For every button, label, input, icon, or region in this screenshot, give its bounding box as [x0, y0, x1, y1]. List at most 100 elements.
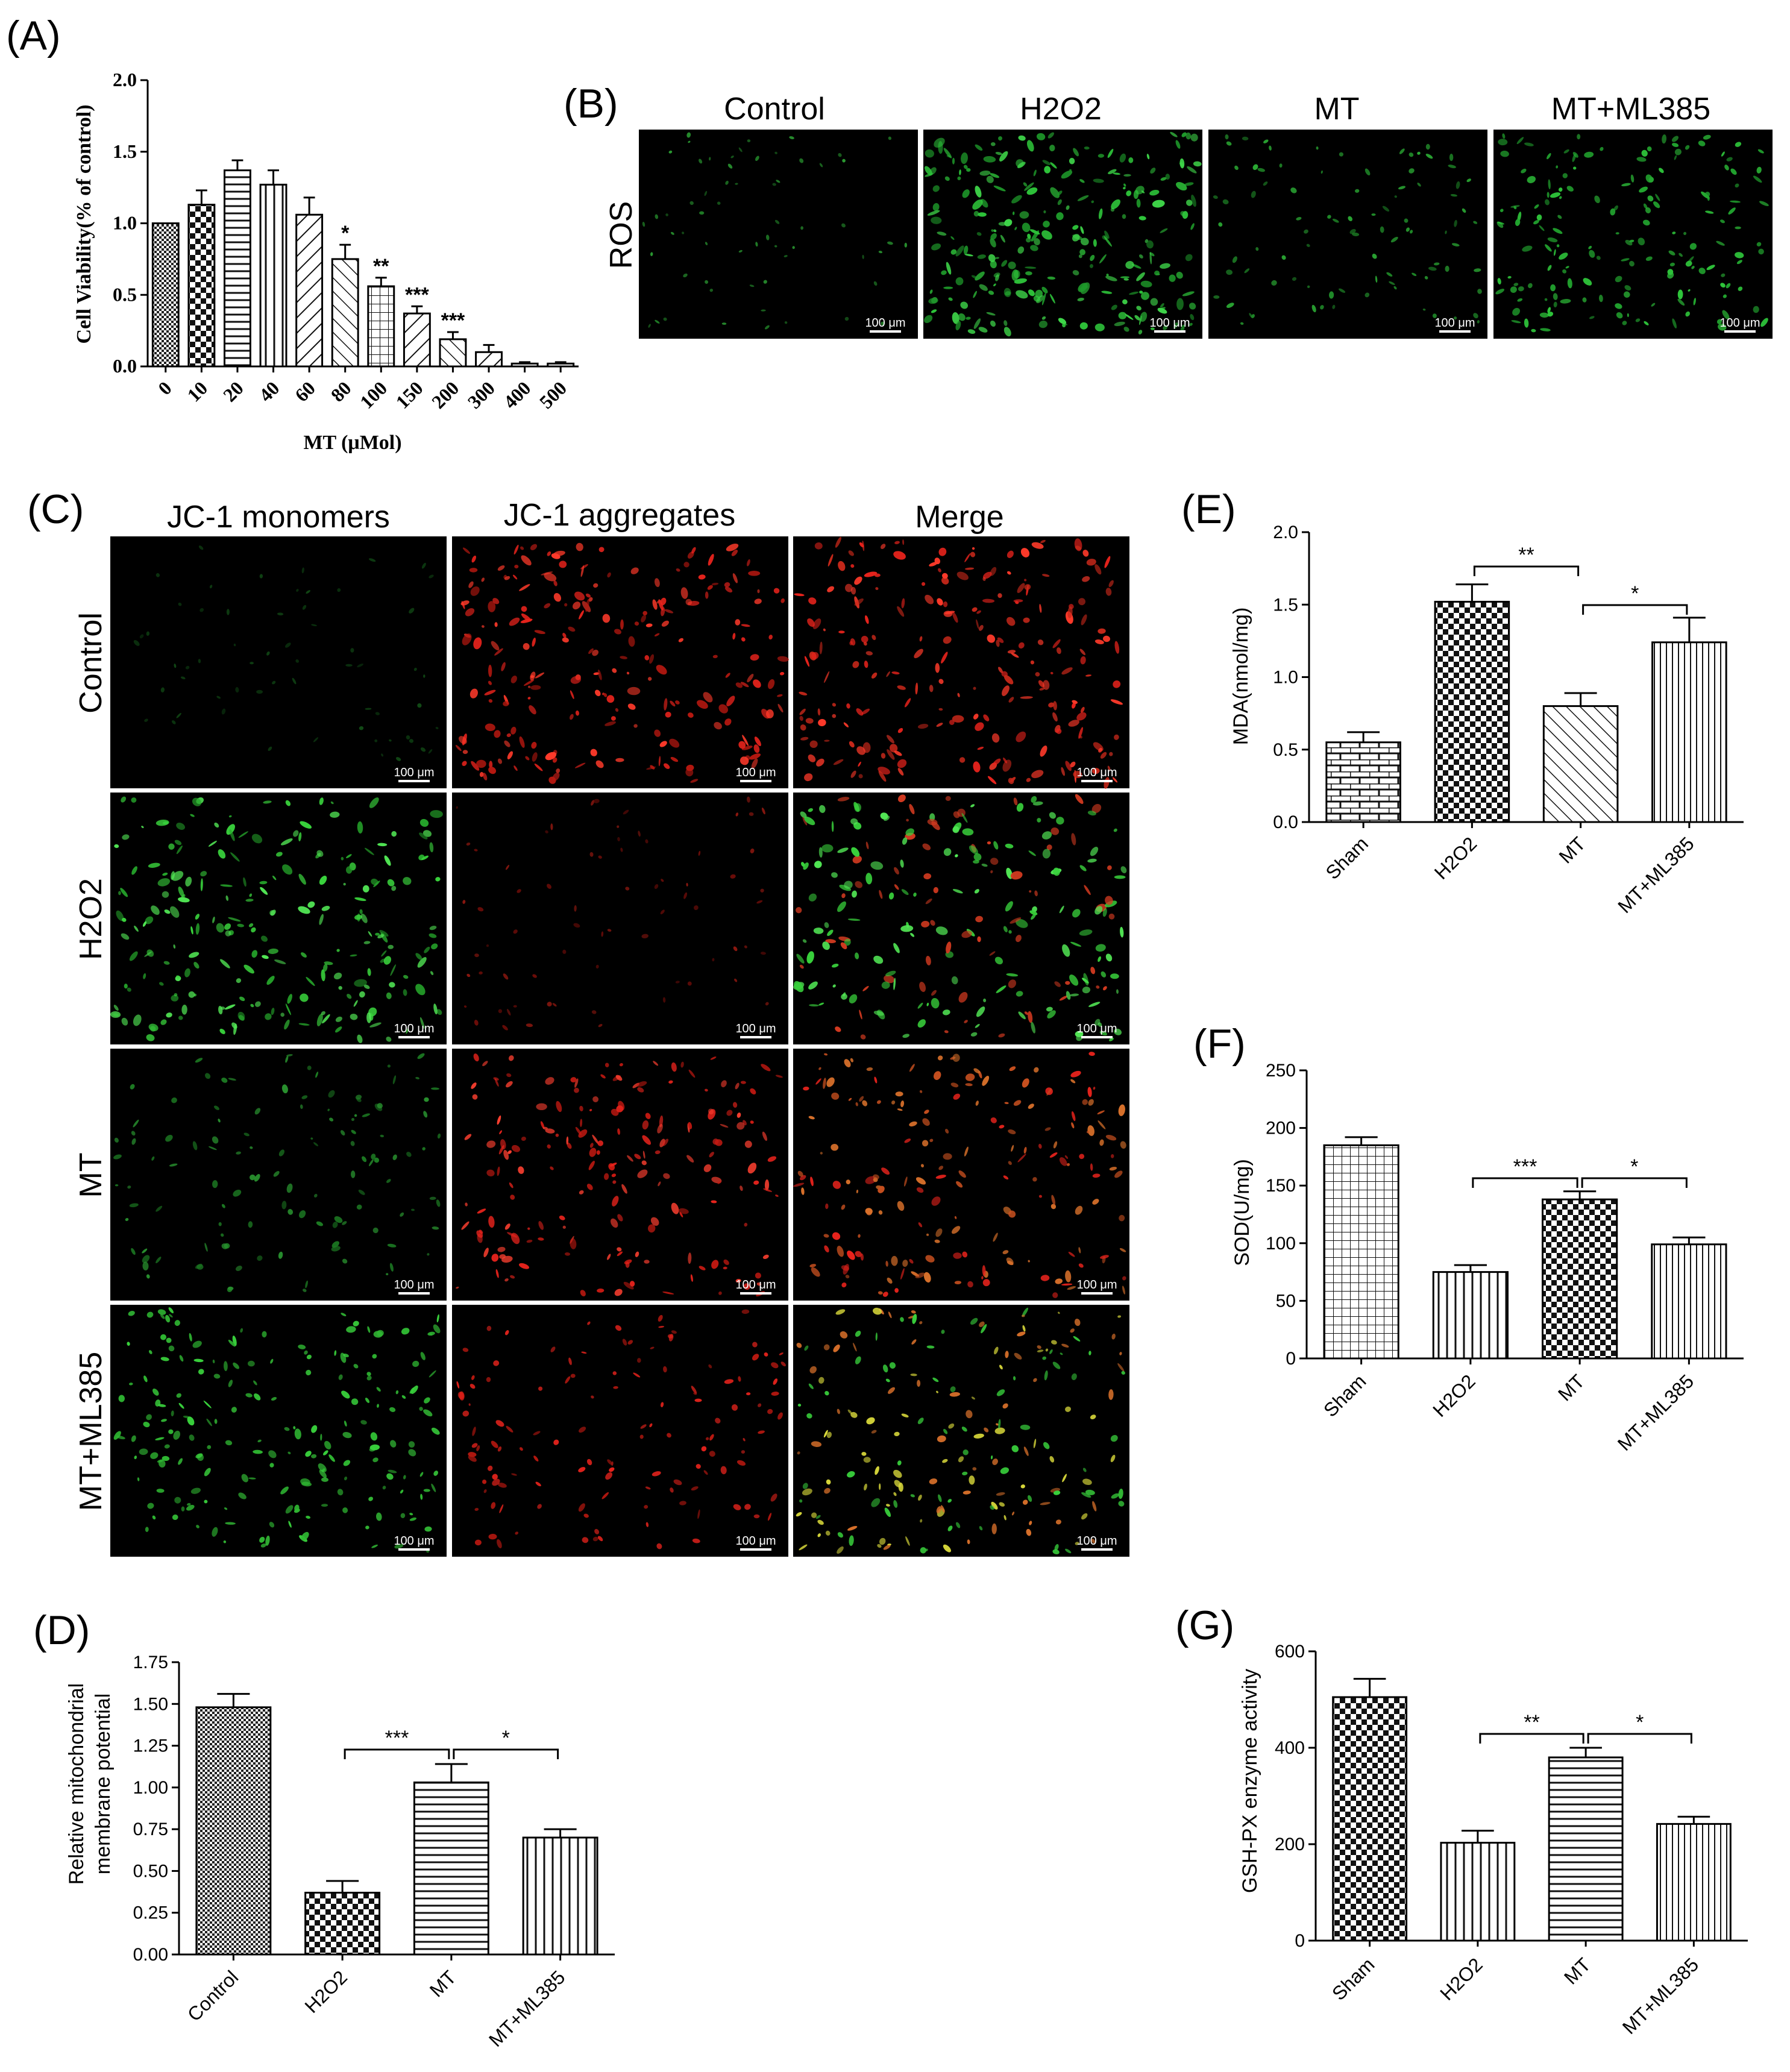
jc1-image-r2-c0-scale-text: 100 μm: [394, 1278, 434, 1292]
chart-d-comparison-label: *: [502, 1727, 510, 1750]
chart-a-bar-300: [475, 351, 503, 368]
chart-a-bar-500: [547, 362, 575, 368]
chart-a-ytick-label: 1.5: [113, 140, 137, 162]
chart-d-category-label: MT: [426, 1966, 460, 2001]
chart-g-ytick-label: 600: [1275, 1642, 1305, 1662]
ros-col-mt: MT: [1314, 92, 1359, 127]
jc1-image-r0-c1-bg: [452, 536, 788, 788]
chart-a-bar-20: [224, 169, 251, 368]
chart-a-category-label: 10: [183, 377, 212, 406]
jc1-image-r2-c2-scale-text: 100 μm: [1076, 1278, 1117, 1292]
ros-row-label: ROS: [604, 201, 639, 269]
ros-col-h2o2: H2O2: [1020, 92, 1102, 127]
jc1-row-mt-ml385: MT+ML385: [74, 1352, 108, 1511]
chart-f-ytick-label: 250: [1266, 1061, 1296, 1081]
chart-d-ytick-label: 0.25: [133, 1903, 168, 1923]
chart-f-bar-H2O2: [1432, 1271, 1509, 1360]
chart-sod: SOD(U/mg) 0 50 100 150 200 250 Sham H2O2 MT MT+ML…: [1231, 1061, 1744, 1455]
jc1-image-r3-c2: 100 μm: [793, 1305, 1129, 1557]
chart-membrane-potential: Relative mitochondrial membrane potentia…: [65, 1653, 615, 2051]
jc1-image-r0-c2: 100 μm: [793, 536, 1129, 789]
chart-f-category-label: H2O2: [1428, 1370, 1480, 1421]
chart-a-ytick-label: 0.0: [113, 355, 137, 377]
chart-d-comparison-bracket: [453, 1748, 559, 1759]
chart-g-comparison-bracket: [1479, 1733, 1584, 1744]
chart-d-comparison-bracket: [344, 1748, 450, 1759]
chart-a-bar-0: [151, 222, 180, 368]
jc1-row-h2o2: H2O2: [74, 878, 108, 960]
chart-g-ylabel: GSH-PX enzyme activity: [1239, 1669, 1261, 1893]
jc1-image-r3-c2-scale-text: 100 μm: [1076, 1534, 1117, 1548]
chart-f-category-label: MT+ML385: [1613, 1370, 1698, 1455]
ros-image-0-scale-text: 100 μm: [865, 316, 905, 330]
chart-e-category-label: Sham: [1322, 832, 1373, 884]
chart-e-bar-Sham: [1325, 741, 1401, 823]
ros-image-1: 100 μm: [923, 130, 1202, 339]
chart-d-bar-MT: [413, 1782, 489, 1956]
chart-e-ytick-label: 1.5: [1273, 595, 1298, 615]
chart-a-bar-80: [331, 258, 359, 368]
jc1-image-r0-c0-scale-text: 100 μm: [394, 766, 434, 779]
chart-a-ytick-label: 2.0: [113, 69, 137, 90]
chart-a-bar-60: [295, 213, 324, 368]
chart-f-category-label: Sham: [1319, 1370, 1371, 1421]
jc1-image-r3-c2-bg: [793, 1305, 1129, 1557]
chart-e-comparison-label: **: [1518, 544, 1534, 567]
chart-e-comparison-bracket: [1582, 604, 1688, 615]
jc1-col-aggregates: JC-1 aggregates: [504, 498, 735, 533]
jc1-image-r2-c2: 100 μm: [793, 1049, 1129, 1301]
jc1-image-r1-c1-bg: [452, 793, 788, 1044]
chart-a-category-label: 150: [391, 377, 427, 412]
chart-d-comparison-label: ***: [385, 1727, 409, 1750]
chart-f-bar-MT+ML385: [1651, 1243, 1727, 1360]
chart-f-comparison-bracket: [1581, 1177, 1688, 1188]
panel-label-g: (G): [1175, 1603, 1234, 1648]
chart-a-category-label: 200: [427, 377, 463, 412]
chart-f-category-label: MT: [1554, 1370, 1589, 1405]
jc1-image-r3-c1-bg: [452, 1305, 788, 1557]
chart-d-bar-MT+ML385: [522, 1836, 598, 1956]
panel-label-b: (B): [564, 81, 618, 127]
jc1-image-r0-c1: 100 μm: [452, 536, 789, 788]
chart-a-xlabel: MT (μMol): [303, 432, 401, 454]
chart-a-category-label: 80: [327, 377, 356, 406]
chart-f-comparison-label: *: [1630, 1155, 1638, 1178]
chart-a-ytick-label: 1.0: [113, 212, 137, 234]
chart-d-ytick-label: 1.25: [133, 1736, 168, 1756]
jc1-image-r1-c0-bg: [110, 793, 447, 1044]
chart-f-ytick-label: 50: [1276, 1291, 1296, 1311]
panel-label-a: (A): [6, 13, 61, 58]
chart-e-category-label: MT+ML385: [1613, 832, 1698, 917]
chart-e-ytick-label: 1.0: [1273, 668, 1298, 688]
ros-col-mt-ml385: MT+ML385: [1551, 92, 1710, 127]
chart-a-category-label: 300: [463, 377, 499, 412]
panel-label-f: (F): [1193, 1021, 1246, 1067]
chart-a-category-label: 500: [535, 377, 571, 412]
chart-a-bar-400: [510, 362, 539, 368]
chart-g-bar-MT: [1548, 1756, 1624, 1942]
ros-image-2-bg: [1208, 130, 1487, 339]
jc1-image-r3-c1-scale-text: 100 μm: [735, 1534, 776, 1548]
ros-image-3-bg: [1493, 130, 1773, 339]
chart-gsh-px: GSH-PX enzyme activity 0 200 400 600 Sham H2O…: [1239, 1642, 1748, 2038]
chart-e-category-label: H2O2: [1430, 832, 1481, 884]
chart-a-ylabel: Cell Viability(% of control): [73, 105, 95, 344]
chart-a-ytick-label: 0.5: [113, 283, 137, 305]
chart-g-category-label: MT+ML385: [1618, 1953, 1703, 2038]
panel-label-d: (D): [33, 1607, 90, 1653]
chart-g-comparison-label: **: [1524, 1711, 1539, 1734]
chart-f-comparison-label: ***: [1513, 1155, 1537, 1178]
chart-d-ytick-label: 0.50: [133, 1861, 168, 1881]
chart-a-category-label: 20: [219, 377, 248, 406]
chart-g-comparison-bracket: [1587, 1733, 1692, 1744]
chart-f-ytick-label: 100: [1266, 1234, 1296, 1254]
jc1-image-r3-c1: 100 μm: [452, 1305, 788, 1557]
jc1-image-r3-c0: 100 μm: [110, 1305, 447, 1557]
chart-e-bar-H2O2: [1434, 600, 1510, 823]
ros-image-3-scale-text: 100 μm: [1719, 316, 1760, 330]
chart-a-category-label: 60: [290, 377, 319, 406]
chart-g-ytick-label: 400: [1275, 1738, 1305, 1758]
chart-a-bar-10: [187, 204, 216, 368]
chart-e-ylabel: MDA(nmol/mg): [1229, 607, 1252, 746]
chart-g-category-label: Sham: [1328, 1953, 1379, 2005]
